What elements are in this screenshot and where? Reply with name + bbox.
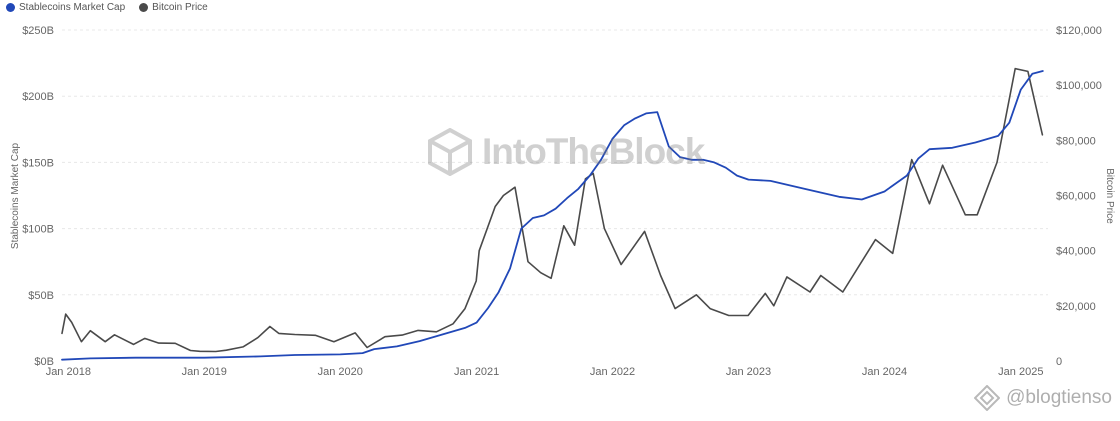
- left-axis-ticks: $0B $50B $100B $150B $200B $250B: [22, 25, 54, 368]
- right-tick-label: $60,000: [1056, 191, 1096, 203]
- diamond-logo-icon: [974, 385, 1001, 411]
- x-tick-label: Jan 2021: [454, 366, 499, 378]
- right-tick-label: $40,000: [1056, 246, 1096, 258]
- legend-label-bitcoin: Bitcoin Price: [152, 2, 208, 13]
- credit-text: @blogtienso: [1006, 387, 1112, 408]
- left-axis-title: Stablecoins Market Cap: [10, 142, 21, 249]
- left-tick-label: $250B: [22, 25, 54, 37]
- watermark-text: IntoTheBlock: [482, 131, 705, 172]
- legend-swatch-stablecoins: [6, 3, 15, 12]
- x-tick-label: Jan 2018: [46, 366, 91, 378]
- cube-logo-icon: [428, 128, 472, 176]
- right-axis-title: Bitcoin Price: [1104, 168, 1115, 224]
- chart-legend: Stablecoins Market Cap Bitcoin Price: [6, 2, 208, 13]
- grid-lines: [62, 29, 1048, 296]
- x-axis-ticks: Jan 2018 Jan 2019 Jan 2020 Jan 2021 Jan 2022…: [46, 366, 1044, 378]
- x-tick-label: Jan 2019: [182, 366, 227, 378]
- left-tick-label: $50B: [28, 290, 54, 302]
- right-axis-ticks: 0 $20,000 $40,000 $60,000 $80,000 $100,000 $12…: [1056, 25, 1102, 368]
- series-lines: [61, 67, 1044, 361]
- bitcoin-price-line[interactable]: [61, 67, 1044, 353]
- left-tick-label: $0B: [34, 356, 54, 368]
- right-tick-label: 0: [1056, 356, 1062, 368]
- right-tick-label: $20,000: [1056, 301, 1096, 313]
- x-tick-label: Jan 2023: [726, 366, 771, 378]
- stablecoins-market-cap-line[interactable]: [61, 70, 1044, 361]
- right-tick-label: $80,000: [1056, 135, 1096, 147]
- x-tick-label: Jan 2024: [862, 366, 907, 378]
- credit-watermark: @blogtienso: [974, 385, 1112, 411]
- right-tick-label: $100,000: [1056, 80, 1102, 92]
- x-tick-label: Jan 2025: [998, 366, 1043, 378]
- left-tick-label: $200B: [22, 91, 54, 103]
- right-tick-label: $120,000: [1056, 25, 1102, 37]
- x-tick-label: Jan 2022: [590, 366, 635, 378]
- legend-item-bitcoin[interactable]: Bitcoin Price: [139, 2, 208, 13]
- left-tick-label: $100B: [22, 224, 54, 236]
- legend-swatch-bitcoin: [139, 3, 149, 12]
- x-tick-label: Jan 2020: [318, 366, 363, 378]
- legend-label-stablecoins: Stablecoins Market Cap: [19, 2, 126, 13]
- left-tick-label: $150B: [22, 157, 54, 169]
- watermark: IntoTheBlock: [428, 128, 705, 176]
- legend-item-stablecoins[interactable]: Stablecoins Market Cap: [6, 2, 125, 13]
